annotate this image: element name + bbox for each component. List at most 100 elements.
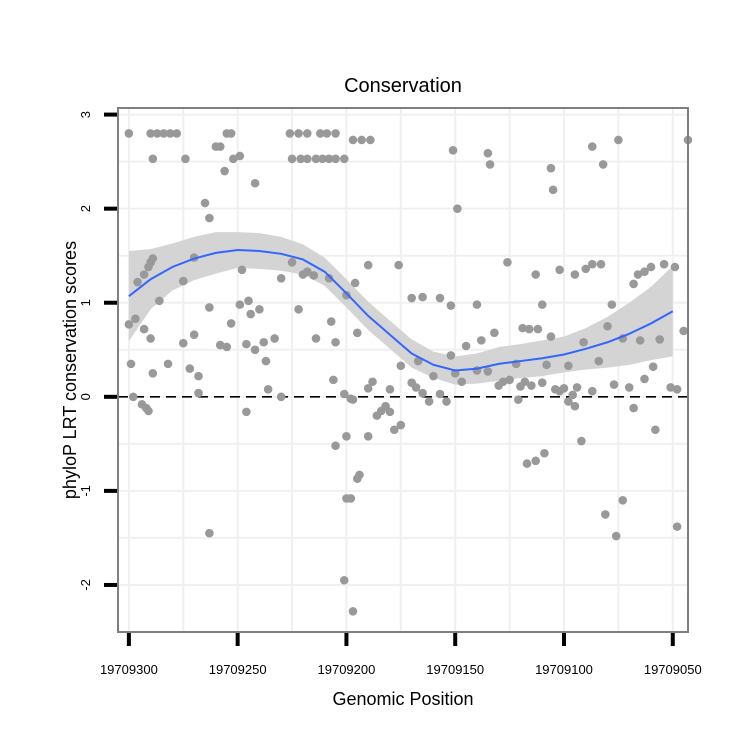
data-point: [572, 383, 582, 392]
data-point: [322, 129, 332, 138]
data-point: [490, 328, 499, 338]
data-point: [348, 135, 358, 145]
data-point: [178, 276, 188, 286]
data-point: [570, 401, 580, 411]
data-point: [287, 154, 297, 164]
data-point: [555, 265, 564, 275]
data-point: [215, 340, 225, 350]
data-point: [339, 389, 349, 399]
data-point: [329, 375, 338, 385]
data-point: [244, 296, 253, 306]
data-point: [226, 129, 236, 138]
data-point: [331, 129, 340, 138]
data-point: [342, 432, 351, 441]
data-point: [194, 388, 203, 398]
data-point: [133, 277, 142, 287]
data-point: [477, 336, 486, 345]
data-point: [311, 154, 321, 164]
data-point: [148, 254, 158, 263]
data-point: [542, 360, 551, 370]
data-point: [302, 129, 312, 138]
data-point: [396, 361, 406, 371]
data-point: [353, 328, 362, 338]
data-point: [194, 371, 203, 381]
data-point: [159, 129, 168, 138]
data-point: [564, 361, 573, 371]
data-point: [666, 383, 675, 392]
plot-frame: [117, 107, 689, 633]
data-point: [324, 154, 334, 164]
data-point: [524, 324, 534, 334]
data-point: [363, 432, 373, 441]
data-point: [331, 154, 340, 164]
data-point: [635, 336, 645, 345]
data-point: [148, 368, 158, 378]
x-tick-label: 19709100: [535, 662, 593, 677]
data-point: [148, 154, 158, 164]
data-point: [205, 528, 214, 538]
data-point: [601, 510, 610, 519]
data-point: [261, 356, 271, 366]
data-point: [131, 314, 140, 324]
data-point: [311, 334, 321, 343]
data-point: [181, 154, 190, 164]
data-point: [348, 607, 358, 616]
data-point: [302, 154, 312, 164]
data-point: [648, 362, 658, 372]
data-point: [124, 129, 134, 138]
data-point: [518, 323, 527, 333]
data-point: [326, 317, 336, 326]
y-tick-label: -2: [78, 579, 93, 591]
data-point: [594, 356, 604, 366]
data-point: [537, 300, 547, 309]
x-tick-label: 19709300: [100, 662, 158, 677]
data-point: [670, 262, 680, 272]
data-point: [514, 395, 523, 404]
data-point: [276, 392, 286, 402]
data-point: [498, 377, 508, 387]
data-point: [531, 456, 541, 466]
data-point: [435, 293, 445, 303]
data-point: [655, 335, 665, 344]
chart-title: Conservation: [344, 75, 462, 97]
data-point: [411, 383, 421, 392]
data-point: [226, 319, 236, 328]
data-point: [587, 142, 597, 151]
data-point: [394, 260, 403, 270]
data-point: [220, 166, 229, 176]
data-point: [651, 425, 660, 435]
data-point: [672, 384, 682, 394]
data-point: [126, 359, 136, 369]
data-point: [424, 397, 434, 406]
data-point: [146, 129, 155, 138]
data-point: [418, 388, 427, 398]
data-points: [124, 129, 693, 616]
data-point: [577, 436, 586, 446]
data-point: [357, 135, 366, 145]
x-tick-label: 19709250: [209, 662, 267, 677]
data-point: [483, 148, 493, 158]
data-point: [339, 154, 349, 164]
data-point: [640, 267, 649, 276]
x-tick-label: 19709200: [318, 662, 376, 677]
data-point: [505, 375, 514, 385]
data-point: [276, 273, 286, 283]
data-point: [442, 397, 451, 406]
data-point: [435, 389, 445, 399]
data-point: [368, 377, 377, 387]
data-point: [146, 334, 155, 343]
data-point: [302, 267, 312, 276]
data-point: [533, 324, 543, 334]
data-point: [389, 425, 399, 435]
smooth-trend-line: [128, 249, 674, 372]
data-point: [348, 395, 358, 404]
data-point: [540, 448, 549, 458]
y-tick-label: 0: [78, 393, 93, 400]
data-point: [407, 293, 417, 303]
data-point: [659, 259, 669, 269]
data-point: [527, 381, 536, 390]
data-point: [531, 270, 541, 279]
data-point: [646, 262, 656, 272]
data-point: [263, 384, 273, 394]
